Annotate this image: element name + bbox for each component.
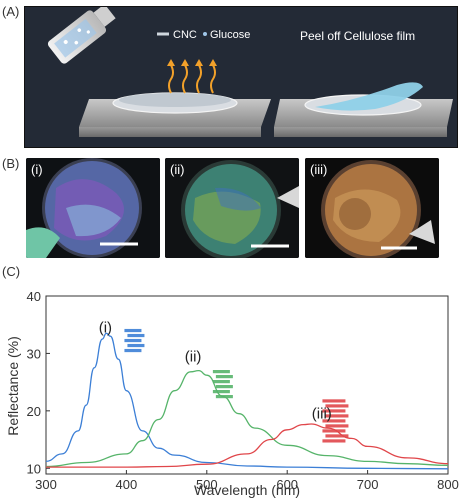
x-tick-label: 400 bbox=[116, 477, 138, 492]
photo-label-ii: (ii) bbox=[170, 162, 185, 177]
y-tick-label: 40 bbox=[27, 289, 41, 304]
panel-c-label: (C) bbox=[2, 264, 21, 279]
platform-left-side bbox=[79, 127, 261, 137]
x-tick-label: 800 bbox=[437, 477, 459, 492]
y-tick-label: 20 bbox=[27, 404, 41, 419]
legend-glucose: Glucose bbox=[210, 29, 250, 41]
helix-icons bbox=[124, 328, 349, 443]
panel-b-label: (B) bbox=[2, 156, 20, 171]
annotation-3: (iii) bbox=[312, 406, 332, 423]
series-line-3 bbox=[46, 423, 449, 468]
evaporation-arrows bbox=[168, 64, 216, 94]
peeled-film bbox=[315, 82, 423, 111]
x-tick-label: 500 bbox=[196, 477, 218, 492]
series-annotations: (i) (ii) (iii) bbox=[99, 320, 332, 423]
x-tick-label: 300 bbox=[35, 477, 57, 492]
reflectance-chart: 10 20 30 40 300 400 500 600 700 800 (i) (ii) (iii)… bbox=[5, 289, 459, 498]
helix-icon-2 bbox=[212, 370, 233, 399]
film-photo-ii: (ii) bbox=[165, 158, 299, 258]
film-photo-iii: (iii) bbox=[305, 158, 439, 258]
x-axis-label: Wavelength (nm) bbox=[194, 482, 300, 498]
x-tick-label: 700 bbox=[357, 477, 379, 492]
x-tick-label: 600 bbox=[276, 477, 298, 492]
y-ticks: 10 20 30 40 bbox=[27, 289, 50, 476]
annotation-2: (ii) bbox=[185, 348, 202, 365]
glucose-legend-mark bbox=[203, 32, 207, 36]
helix-icon-1 bbox=[124, 328, 145, 353]
y-tick-label: 10 bbox=[27, 461, 41, 476]
helix-icon-3 bbox=[322, 399, 349, 443]
photo-label-iii: (iii) bbox=[310, 162, 328, 177]
vial-icon bbox=[47, 7, 116, 64]
schematic-illustration: CNC Glucose Peel off Cellulose film bbox=[47, 7, 453, 137]
y-tick-label: 30 bbox=[27, 346, 41, 361]
photo-label-i: (i) bbox=[31, 162, 43, 177]
film-photo-i: (i) bbox=[26, 158, 160, 258]
schematic-panel: CNC Glucose Peel off Cellulose film bbox=[24, 6, 458, 148]
legend-cnc: CNC bbox=[173, 29, 197, 41]
plot-frame bbox=[45, 295, 449, 475]
step-caption: Peel off Cellulose film bbox=[300, 29, 415, 43]
x-ticks: 300 400 500 600 700 800 bbox=[35, 470, 459, 492]
annotation-1: (i) bbox=[99, 320, 112, 337]
series-lines bbox=[45, 332, 449, 470]
series-line-1 bbox=[45, 332, 449, 470]
y-axis-label: Reflectance (%) bbox=[5, 336, 21, 436]
series-line-2 bbox=[45, 369, 449, 468]
panel-a-label: (A) bbox=[2, 4, 20, 19]
